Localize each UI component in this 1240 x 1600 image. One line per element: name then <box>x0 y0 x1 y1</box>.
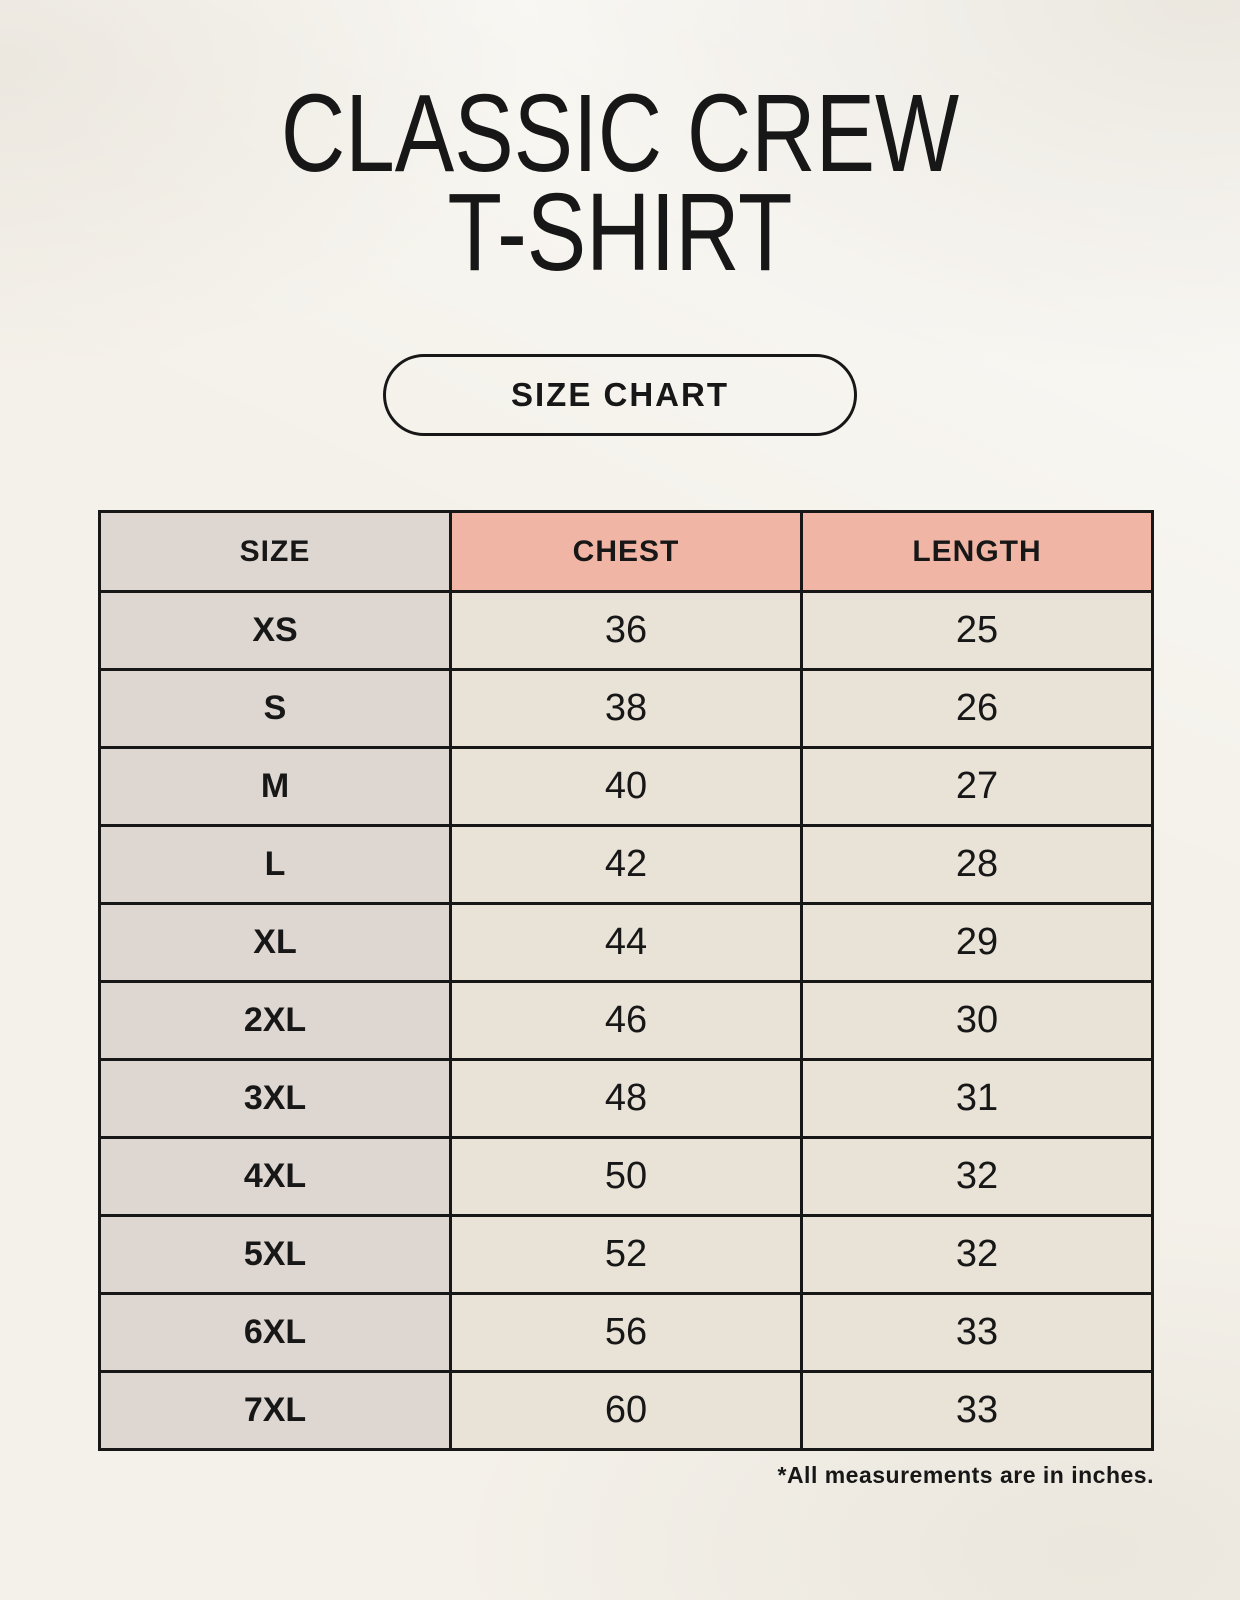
chest-cell: 52 <box>449 1214 803 1295</box>
size-table: SIZE CHEST LENGTH XS 36 25 S 38 26 M 40 27 L 42 28 X… <box>98 510 1154 1451</box>
length-cell: 26 <box>800 668 1154 749</box>
length-cell: 25 <box>800 590 1154 671</box>
page-title-line2: T-SHIRT <box>447 171 793 294</box>
chest-cell: 56 <box>449 1292 803 1373</box>
table-row: 4XL 50 32 <box>98 1136 1154 1217</box>
chest-cell: 42 <box>449 824 803 905</box>
chest-cell: 38 <box>449 668 803 749</box>
size-table-body: XS 36 25 S 38 26 M 40 27 L 42 28 XL 44 29 2XL 46 30 3XL 48 3… <box>98 590 1154 1451</box>
length-cell: 32 <box>800 1214 1154 1295</box>
size-cell: 7XL <box>98 1370 452 1451</box>
length-cell: 32 <box>800 1136 1154 1217</box>
length-cell: 29 <box>800 902 1154 983</box>
column-header-size: SIZE <box>98 510 452 593</box>
size-chart-badge: SIZE CHART <box>383 354 857 436</box>
length-cell: 33 <box>800 1292 1154 1373</box>
size-table-header: SIZE CHEST LENGTH <box>98 510 1154 593</box>
page-title-line1: CLASSIC CREW <box>280 72 960 195</box>
size-cell: L <box>98 824 452 905</box>
column-header-length: LENGTH <box>800 510 1154 593</box>
table-row: 6XL 56 33 <box>98 1292 1154 1373</box>
length-cell: 28 <box>800 824 1154 905</box>
size-cell: 5XL <box>98 1214 452 1295</box>
page-title: CLASSIC CREW T-SHIRT <box>118 0 1122 288</box>
chest-cell: 46 <box>449 980 803 1061</box>
size-cell: 6XL <box>98 1292 452 1373</box>
table-row: 7XL 60 33 <box>98 1370 1154 1451</box>
table-row: L 42 28 <box>98 824 1154 905</box>
size-cell: XL <box>98 902 452 983</box>
column-header-chest: CHEST <box>449 510 803 593</box>
table-row: M 40 27 <box>98 746 1154 827</box>
length-cell: 33 <box>800 1370 1154 1451</box>
table-row: 5XL 52 32 <box>98 1214 1154 1295</box>
size-chart-badge-label: SIZE CHART <box>511 376 729 413</box>
size-cell: 2XL <box>98 980 452 1061</box>
table-row: 3XL 48 31 <box>98 1058 1154 1139</box>
size-cell: 4XL <box>98 1136 452 1217</box>
measurements-note: *All measurements are in inches. <box>777 1462 1154 1488</box>
table-row: XS 36 25 <box>98 590 1154 671</box>
chest-cell: 40 <box>449 746 803 827</box>
chest-cell: 36 <box>449 590 803 671</box>
chest-cell: 60 <box>449 1370 803 1451</box>
length-cell: 30 <box>800 980 1154 1061</box>
chest-cell: 48 <box>449 1058 803 1139</box>
chest-cell: 50 <box>449 1136 803 1217</box>
size-cell: S <box>98 668 452 749</box>
size-cell: 3XL <box>98 1058 452 1139</box>
header-row: SIZE CHEST LENGTH <box>98 510 1154 593</box>
table-row: S 38 26 <box>98 668 1154 749</box>
size-cell: XS <box>98 590 452 671</box>
table-row: XL 44 29 <box>98 902 1154 983</box>
size-table-container: SIZE CHEST LENGTH XS 36 25 S 38 26 M 40 27 L 42 28 X… <box>98 510 1154 1451</box>
chest-cell: 44 <box>449 902 803 983</box>
table-row: 2XL 46 30 <box>98 980 1154 1061</box>
length-cell: 31 <box>800 1058 1154 1139</box>
size-cell: M <box>98 746 452 827</box>
length-cell: 27 <box>800 746 1154 827</box>
